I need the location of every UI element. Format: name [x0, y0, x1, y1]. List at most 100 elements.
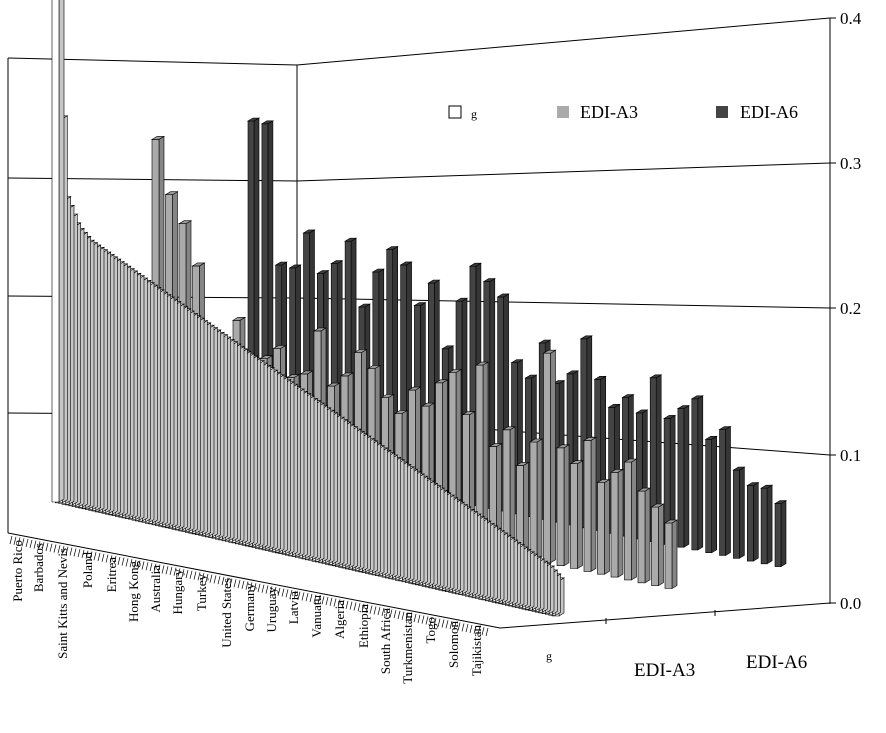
category-label-hungary: Hungary — [170, 569, 185, 615]
category-tick-mark — [209, 574, 213, 583]
bar — [690, 395, 704, 551]
bar-top — [399, 261, 413, 266]
category-tick-mark — [229, 578, 233, 587]
category-tick-mark — [193, 571, 197, 580]
category-tick-mark — [453, 621, 457, 630]
bar-top — [596, 479, 611, 483]
bar-top — [312, 327, 328, 332]
bar — [760, 484, 774, 565]
bar-top — [636, 487, 652, 492]
bar-top — [427, 279, 441, 284]
floor-right-edge — [499, 602, 831, 629]
bar-side — [550, 349, 556, 564]
bar — [649, 374, 663, 543]
bars-layer — [51, 0, 788, 617]
category-tick-mark — [277, 587, 281, 596]
category-tick-mark — [109, 555, 113, 564]
category-tick-mark — [437, 618, 441, 627]
bar — [51, 0, 65, 503]
bar — [596, 478, 611, 575]
bar-front — [651, 506, 659, 586]
bar-top — [650, 503, 665, 508]
category-tick-mark — [113, 556, 117, 565]
category-tick-mark — [93, 552, 97, 561]
bar — [555, 444, 571, 567]
bar-top — [164, 191, 179, 195]
legend-swatch-g — [448, 105, 462, 119]
bar-top — [285, 374, 301, 378]
bar-top — [579, 335, 593, 340]
category-tick-mark — [57, 545, 61, 554]
legend: g EDI-A3 EDI-A6 — [448, 102, 798, 122]
bar-front — [529, 441, 538, 561]
bar — [676, 405, 690, 548]
category-tick-mark — [17, 537, 21, 546]
bar-top — [482, 278, 496, 282]
bar — [609, 468, 625, 578]
category-label-puerto-rico: Puerto Rico — [10, 540, 25, 602]
category-tick-mark — [417, 614, 421, 623]
category-tick-mark — [313, 594, 317, 603]
category-tick-mark — [165, 566, 169, 575]
bar-top — [353, 349, 368, 353]
floor-front-edge — [7, 532, 501, 629]
category-label-vanuatu: Vanuatu — [309, 595, 324, 638]
category-tick-mark — [461, 623, 465, 632]
bar-front — [760, 487, 768, 565]
category-tick-mark — [49, 543, 53, 552]
category-tick-mark — [129, 559, 133, 568]
category-tick-mark — [61, 546, 65, 555]
category-tick-mark — [53, 544, 57, 553]
category-label-australia: Australia — [148, 565, 163, 613]
category-tick-mark — [201, 573, 205, 582]
bar-front — [543, 352, 551, 564]
category-tick-mark — [169, 566, 173, 575]
category-tick-mark — [269, 586, 273, 595]
category-tick-mark — [125, 558, 129, 567]
bar-top — [231, 316, 247, 321]
category-tick-mark — [225, 577, 229, 586]
bar-side — [697, 395, 704, 551]
category-tick-mark — [349, 601, 353, 610]
bar-top — [272, 345, 287, 349]
category-tick-mark — [241, 580, 245, 589]
bar-front — [597, 482, 605, 575]
bar-front — [705, 438, 713, 554]
category-tick-mark — [117, 556, 121, 565]
bar-front — [746, 485, 754, 562]
bar-top — [496, 293, 510, 298]
category-label-saint-kitts-and-nevis: Saint Kitts and Nevis — [55, 548, 70, 659]
category-tick-mark — [257, 583, 261, 592]
bar-top — [316, 270, 330, 274]
y-tick-label-4: 0.4 — [840, 9, 862, 28]
bar-top — [718, 426, 732, 430]
bar-front — [624, 461, 632, 581]
bar-front — [774, 503, 782, 567]
category-tick-mark — [73, 548, 77, 557]
bar-top — [542, 349, 557, 354]
category-tick-mark — [361, 603, 365, 613]
bar-top — [357, 303, 371, 308]
bar-front — [556, 447, 565, 567]
category-tick-mark — [357, 603, 361, 612]
bar-top — [474, 361, 490, 366]
bar — [582, 436, 598, 572]
category-tick-mark — [433, 617, 437, 626]
category-tick-mark — [77, 549, 81, 558]
bar-top — [407, 386, 422, 391]
bar-top — [274, 261, 288, 266]
category-label-eritrea: Eritrea — [104, 557, 119, 593]
bar-top — [593, 375, 607, 380]
category-tick-mark — [473, 625, 477, 634]
category-tick-mark — [405, 612, 409, 621]
category-tick-mark — [41, 542, 45, 551]
category-tick-mark — [97, 552, 101, 562]
bar — [663, 414, 677, 545]
bar-top — [302, 229, 316, 234]
bar-top — [191, 262, 206, 267]
bar — [704, 435, 718, 554]
bar-front — [719, 429, 726, 556]
bar — [474, 361, 490, 550]
bar-top — [447, 369, 463, 373]
